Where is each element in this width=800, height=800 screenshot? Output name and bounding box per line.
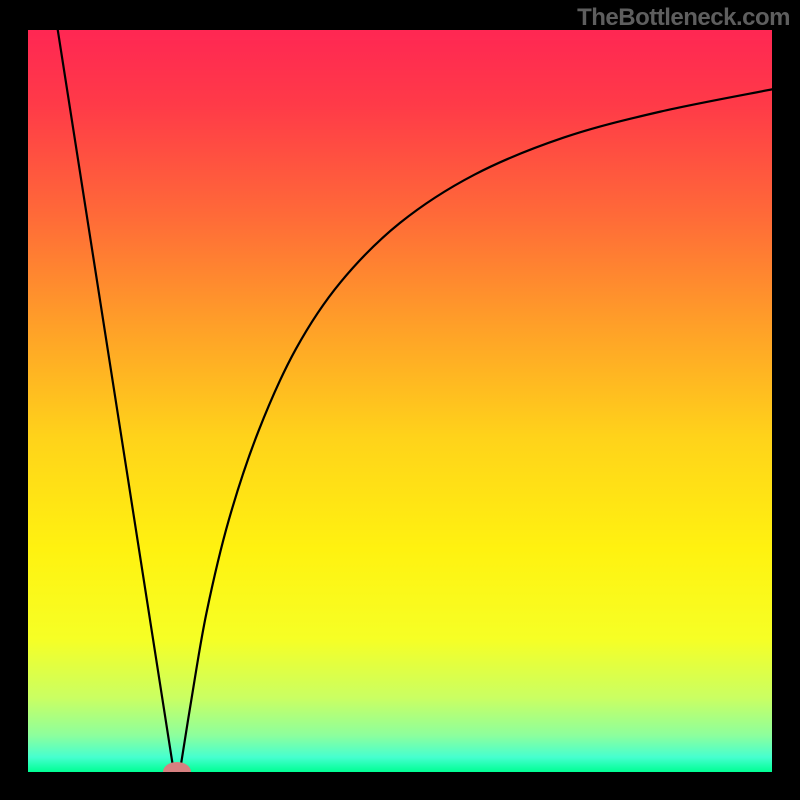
watermark-text: TheBottleneck.com [577,4,790,32]
plot-area [28,30,772,772]
chart-container: TheBottleneck.com [0,0,800,800]
plot-svg [28,30,772,772]
gradient-background [28,30,772,772]
